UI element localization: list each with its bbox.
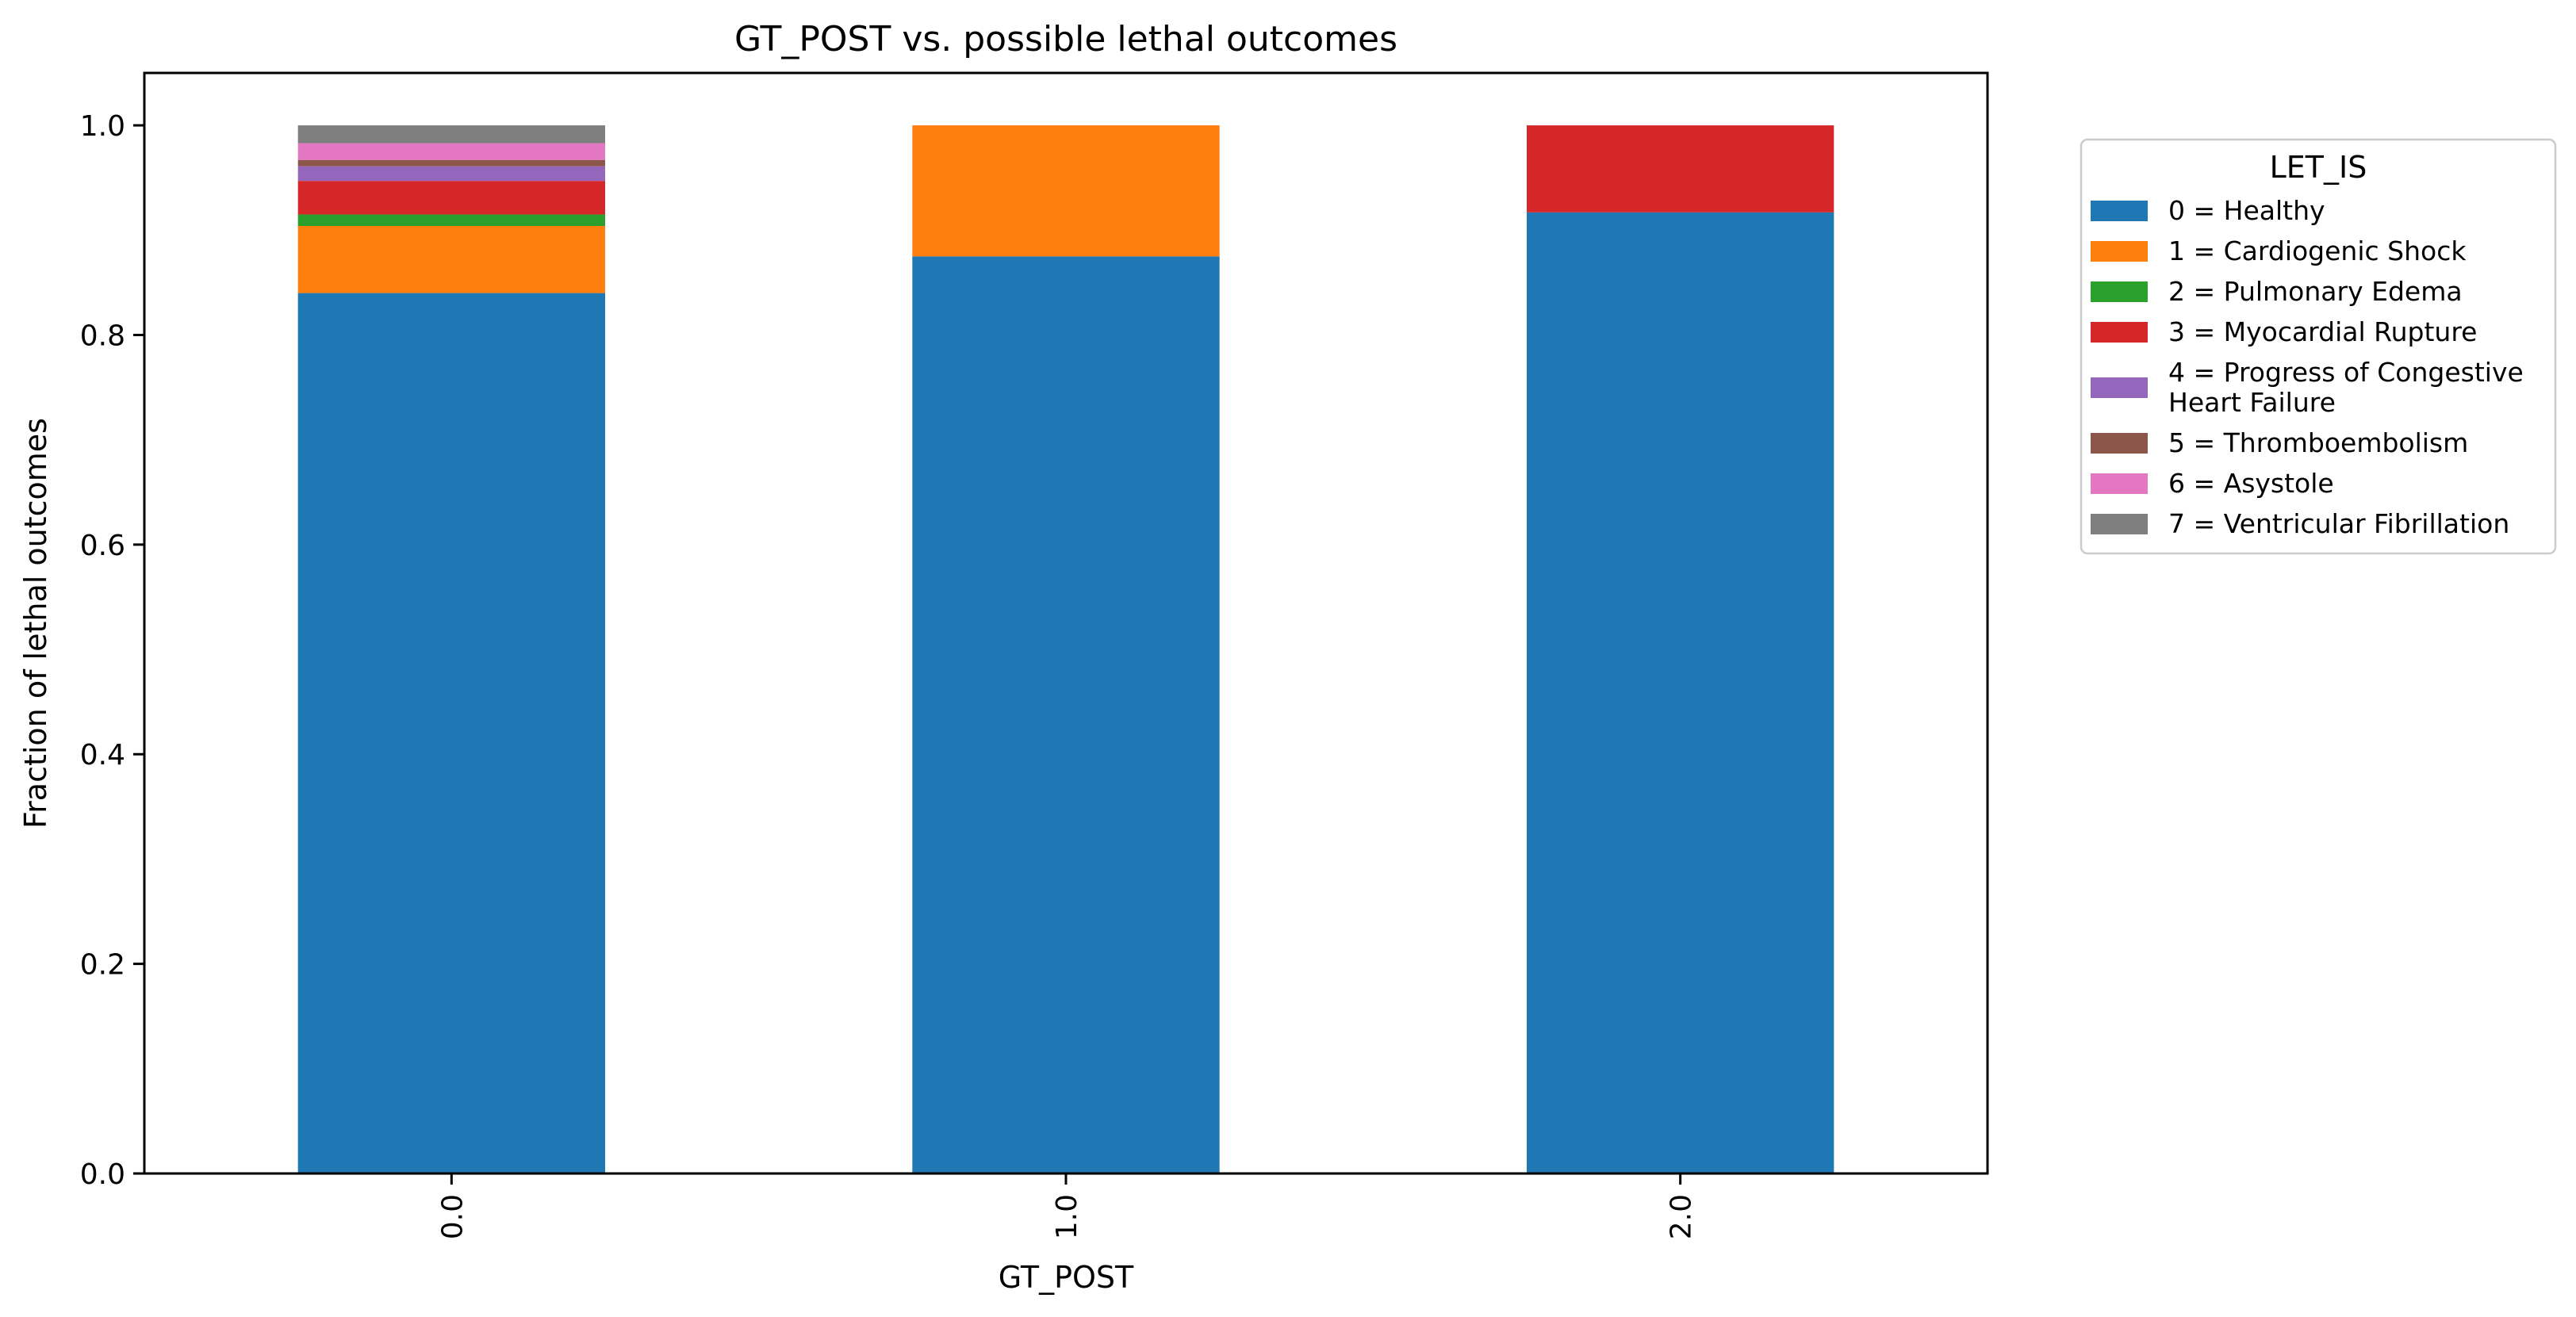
legend-swatch-0	[2091, 201, 2148, 221]
legend-swatch-4	[2091, 377, 2148, 398]
legend-label-2: 2 = Pulmonary Edema	[2168, 276, 2463, 307]
bar-segment-0.0-series-5	[297, 159, 605, 167]
y-tick-label: 0.6	[80, 530, 125, 562]
bar-segment-0.0-series-6	[297, 143, 605, 160]
bar-segment-2.0-series-0	[1527, 212, 1834, 1173]
legend: LET_IS 0 = Healthy 1 = Cardiogenic Shock 2…	[2080, 138, 2557, 555]
legend-box	[2080, 138, 2557, 555]
legend-swatch-3	[2091, 322, 2148, 343]
x-tick-label: 1.0	[1051, 1194, 1083, 1239]
y-tick-label: 0.4	[80, 739, 125, 771]
y-axis-label: Fraction of lethal outcomes	[18, 418, 53, 829]
bar-segment-0.0-series-7	[297, 125, 605, 144]
y-tick-label: 0.8	[80, 320, 125, 352]
x-tick-label: 2.0	[1666, 1194, 1698, 1239]
bar-segment-0.0-series-4	[297, 166, 605, 182]
bar-segment-1.0-series-0	[912, 256, 1220, 1173]
legend-label-5: 5 = Thromboembolism	[2168, 427, 2468, 458]
x-tick-label: 0.0	[436, 1194, 469, 1239]
y-axis: 0.0 0.2 0.4 0.6 0.8 1.0	[80, 110, 144, 1191]
legend-label-3: 3 = Myocardial Rupture	[2168, 316, 2477, 347]
bar-segment-0.0-series-3	[297, 181, 605, 215]
legend-label-7: 7 = Ventricular Fibrillation	[2168, 508, 2509, 539]
y-tick-label: 0.2	[80, 949, 125, 982]
y-tick-label: 0.0	[80, 1158, 125, 1191]
legend-title: LET_IS	[2270, 150, 2367, 185]
bar-segment-0.0-series-1	[297, 225, 605, 293]
bar-segment-2.0-series-3	[1527, 125, 1834, 212]
legend-items: 0 = Healthy 1 = Cardiogenic Shock 2 = Pulm…	[2091, 195, 2524, 539]
x-axis: 0.0 1.0 2.0	[436, 1173, 1698, 1239]
legend-label-1: 1 = Cardiogenic Shock	[2168, 235, 2467, 266]
bar-segment-1.0-series-1	[912, 125, 1220, 257]
legend-swatch-7	[2091, 514, 2148, 534]
legend-swatch-1	[2091, 241, 2148, 262]
bar-segment-0.0-series-2	[297, 214, 605, 226]
legend-label-0: 0 = Healthy	[2168, 195, 2325, 226]
y-tick-label: 1.0	[80, 110, 125, 143]
legend-swatch-6	[2091, 473, 2148, 494]
legend-swatch-2	[2091, 281, 2148, 302]
legend-label-6: 6 = Asystole	[2168, 468, 2334, 499]
legend-swatch-5	[2091, 433, 2148, 454]
x-axis-label: GT_POST	[999, 1260, 1134, 1295]
bar-segment-0.0-series-0	[297, 293, 605, 1174]
chart-title: GT_POST vs. possible lethal outcomes	[734, 19, 1397, 59]
legend-label-4: 4 = Progress of Congestive Heart Failure	[2168, 357, 2524, 418]
bars-layer	[297, 125, 1834, 1174]
